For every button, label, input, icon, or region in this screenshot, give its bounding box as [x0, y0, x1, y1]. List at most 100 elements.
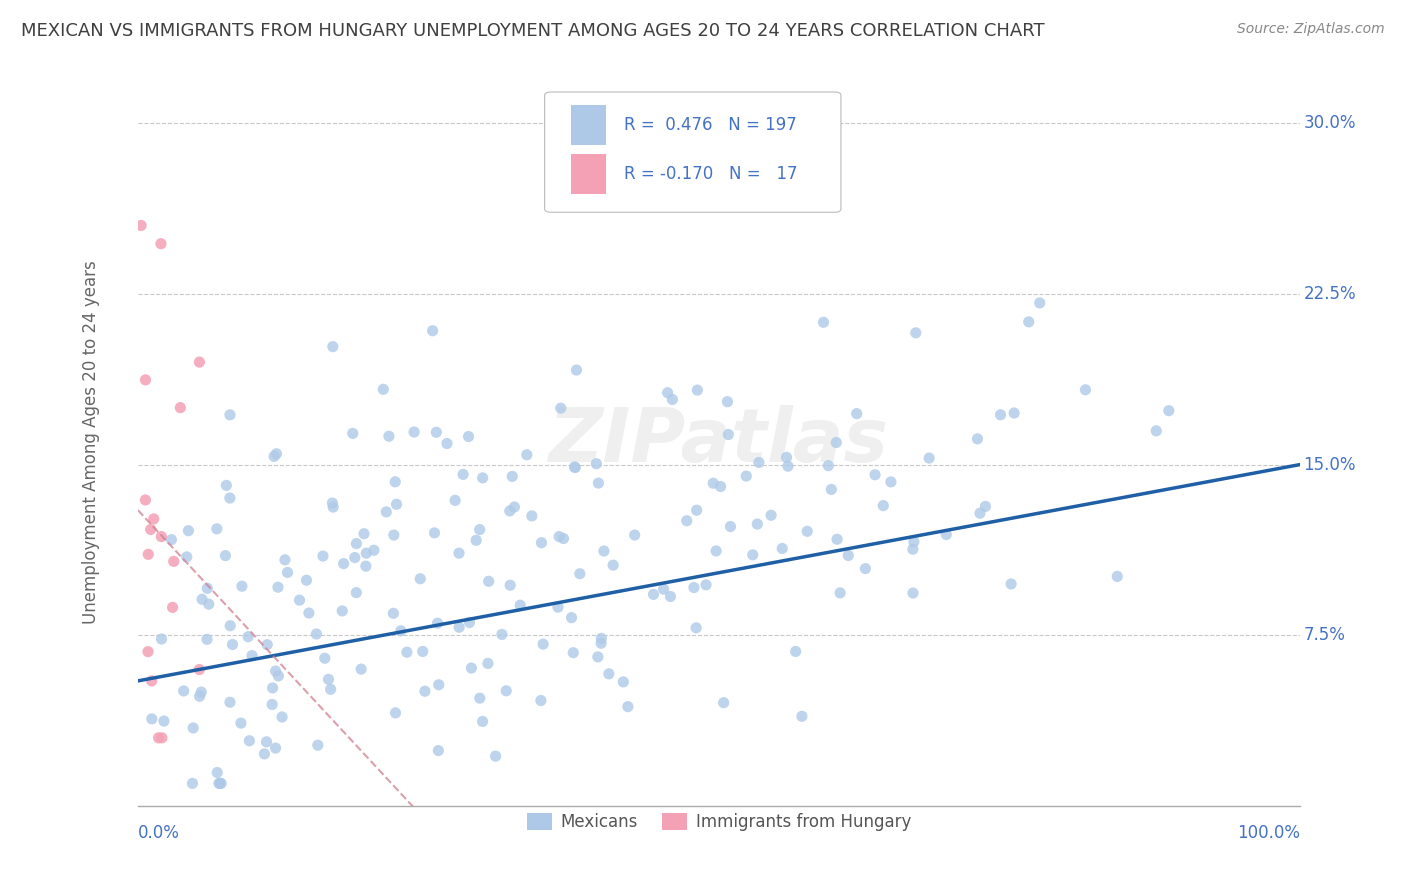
Point	[451, 467, 474, 482]
Point	[267, 669, 290, 683]
Point	[685, 621, 707, 635]
Point	[378, 429, 401, 443]
Point	[319, 682, 342, 697]
Point	[695, 578, 717, 592]
Text: 100.0%: 100.0%	[1237, 824, 1301, 842]
Point	[617, 699, 640, 714]
Point	[163, 554, 186, 568]
Point	[704, 544, 727, 558]
Point	[305, 627, 328, 641]
Point	[830, 586, 852, 600]
Point	[209, 776, 232, 790]
Point	[901, 586, 924, 600]
Text: ZIPatlas: ZIPatlas	[548, 405, 889, 478]
Point	[1000, 577, 1022, 591]
Point	[176, 549, 198, 564]
Point	[863, 467, 886, 482]
Point	[197, 597, 219, 611]
Point	[447, 546, 470, 560]
Point	[264, 741, 287, 756]
Text: Source: ZipAtlas.com: Source: ZipAtlas.com	[1237, 22, 1385, 37]
Point	[586, 649, 609, 664]
Point	[373, 382, 395, 396]
Point	[363, 543, 385, 558]
Point	[585, 457, 607, 471]
Point	[741, 548, 763, 562]
Point	[820, 483, 842, 497]
Point	[427, 743, 450, 757]
Point	[686, 383, 709, 397]
Point	[845, 407, 868, 421]
Point	[395, 645, 418, 659]
Point	[354, 559, 377, 574]
Point	[188, 663, 211, 677]
Point	[150, 632, 173, 646]
Point	[271, 710, 294, 724]
Point	[256, 638, 278, 652]
Point	[790, 709, 813, 723]
Point	[460, 661, 482, 675]
Point	[412, 644, 434, 658]
Point	[404, 425, 426, 439]
Point	[652, 582, 675, 596]
Point	[314, 651, 336, 665]
Text: MEXICAN VS IMMIGRANTS FROM HUNGARY UNEMPLOYMENT AMONG AGES 20 TO 24 YEARS CORREL: MEXICAN VS IMMIGRANTS FROM HUNGARY UNEMP…	[21, 22, 1045, 40]
Point	[748, 455, 770, 469]
Point	[134, 373, 156, 387]
Point	[560, 610, 582, 624]
Point	[520, 508, 543, 523]
Point	[129, 219, 152, 233]
Point	[550, 401, 572, 416]
Point	[298, 606, 321, 620]
Point	[256, 735, 278, 749]
Point	[253, 747, 276, 761]
Point	[588, 476, 610, 491]
Point	[382, 528, 405, 542]
Point	[177, 524, 200, 538]
Point	[169, 401, 191, 415]
Point	[190, 685, 212, 699]
Point	[775, 450, 797, 465]
Point	[264, 664, 287, 678]
Point	[295, 573, 318, 587]
Point	[344, 536, 367, 550]
Point	[238, 733, 260, 747]
Point	[413, 684, 436, 698]
Point	[141, 712, 163, 726]
Point	[904, 326, 927, 340]
Point	[307, 738, 329, 752]
Text: 22.5%: 22.5%	[1303, 285, 1355, 302]
Point	[238, 630, 260, 644]
Point	[426, 616, 449, 631]
Point	[409, 572, 432, 586]
Point	[150, 530, 173, 544]
Point	[966, 432, 988, 446]
Point	[449, 620, 471, 634]
Point	[531, 637, 554, 651]
Point	[562, 646, 585, 660]
Point	[389, 624, 412, 638]
Point	[457, 429, 479, 443]
Point	[499, 578, 522, 592]
Point	[188, 355, 211, 369]
Point	[548, 530, 571, 544]
Point	[1018, 315, 1040, 329]
Text: 30.0%: 30.0%	[1303, 114, 1355, 132]
Point	[219, 619, 242, 633]
Point	[598, 666, 620, 681]
Point	[471, 471, 494, 485]
Point	[477, 657, 499, 671]
Point	[661, 392, 683, 407]
Point	[427, 678, 450, 692]
Point	[375, 505, 398, 519]
Point	[288, 593, 311, 607]
Point	[141, 673, 163, 688]
Point	[593, 544, 616, 558]
Point	[262, 698, 284, 712]
Point	[468, 523, 491, 537]
Point	[530, 693, 553, 707]
Point	[150, 731, 173, 745]
Point	[564, 459, 586, 474]
Point	[136, 645, 159, 659]
Point	[267, 580, 290, 594]
